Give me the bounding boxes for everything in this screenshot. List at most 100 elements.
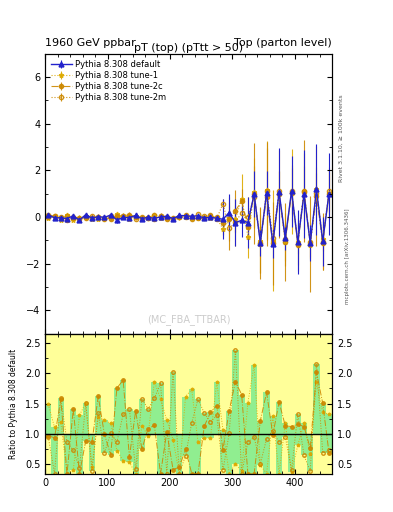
- Bar: [189, 390, 195, 474]
- Text: mcplots.cern.ch [arXiv:1306.3436]: mcplots.cern.ch [arXiv:1306.3436]: [345, 208, 350, 304]
- Legend: Pythia 8.308 default, Pythia 8.308 tune-1, Pythia 8.308 tune-2c, Pythia 8.308 tu: Pythia 8.308 default, Pythia 8.308 tune-…: [50, 58, 168, 103]
- Bar: [208, 334, 213, 474]
- Bar: [132, 334, 139, 474]
- Bar: [170, 372, 176, 470]
- Bar: [83, 402, 89, 441]
- Bar: [176, 434, 182, 474]
- Bar: [89, 334, 95, 474]
- Bar: [114, 334, 120, 474]
- Bar: [276, 334, 282, 474]
- Bar: [213, 334, 220, 474]
- Bar: [201, 334, 208, 474]
- Bar: [139, 334, 145, 474]
- Bar: [226, 334, 232, 474]
- Bar: [220, 334, 226, 474]
- Bar: [301, 423, 307, 456]
- Bar: [108, 423, 114, 455]
- Bar: [288, 334, 295, 474]
- Bar: [257, 334, 263, 474]
- Bar: [70, 409, 76, 471]
- Bar: [70, 334, 76, 474]
- Bar: [139, 399, 145, 449]
- Title: pT (top) (pTtt > 50): pT (top) (pTtt > 50): [134, 43, 243, 53]
- Bar: [326, 334, 332, 474]
- Bar: [45, 334, 51, 474]
- Bar: [239, 395, 245, 474]
- Bar: [145, 409, 151, 436]
- Bar: [263, 334, 270, 474]
- Bar: [320, 403, 326, 453]
- Bar: [276, 402, 282, 474]
- Text: (MC_FBA_TTBAR): (MC_FBA_TTBAR): [147, 314, 230, 325]
- Bar: [307, 434, 313, 471]
- Bar: [263, 392, 270, 474]
- Bar: [120, 380, 126, 461]
- Text: Top (parton level): Top (parton level): [234, 38, 332, 48]
- Bar: [232, 350, 239, 464]
- Bar: [132, 411, 139, 474]
- Bar: [232, 334, 239, 474]
- Bar: [164, 420, 170, 474]
- Bar: [170, 334, 176, 474]
- Bar: [76, 334, 83, 474]
- Bar: [114, 388, 120, 451]
- Bar: [282, 423, 288, 437]
- Text: Rivet 3.1.10, ≥ 100k events: Rivet 3.1.10, ≥ 100k events: [339, 94, 344, 182]
- Bar: [307, 334, 313, 474]
- Bar: [51, 428, 58, 474]
- Bar: [295, 334, 301, 474]
- Bar: [64, 434, 70, 474]
- Bar: [320, 334, 326, 474]
- Bar: [270, 334, 276, 474]
- Bar: [251, 365, 257, 474]
- Bar: [158, 383, 164, 474]
- Bar: [76, 415, 83, 474]
- Bar: [176, 334, 182, 474]
- Bar: [313, 334, 320, 474]
- Bar: [95, 334, 101, 474]
- Bar: [189, 334, 195, 474]
- Bar: [295, 414, 301, 445]
- Bar: [182, 334, 189, 474]
- Bar: [201, 413, 208, 438]
- Bar: [270, 416, 276, 435]
- Bar: [313, 364, 320, 434]
- Bar: [126, 334, 132, 474]
- Bar: [51, 334, 58, 474]
- Bar: [226, 411, 232, 474]
- Bar: [101, 420, 108, 453]
- Bar: [158, 334, 164, 474]
- Bar: [288, 426, 295, 472]
- Bar: [58, 398, 64, 434]
- Bar: [120, 334, 126, 474]
- Bar: [195, 334, 201, 474]
- Bar: [245, 403, 251, 474]
- Text: 1960 GeV ppbar: 1960 GeV ppbar: [45, 38, 136, 48]
- Bar: [164, 334, 170, 474]
- Bar: [101, 334, 108, 474]
- Bar: [83, 334, 89, 474]
- Bar: [89, 434, 95, 471]
- Bar: [95, 396, 101, 434]
- Bar: [151, 334, 158, 474]
- Bar: [257, 420, 263, 465]
- Bar: [182, 397, 189, 456]
- Bar: [326, 414, 332, 453]
- Bar: [145, 334, 151, 474]
- Bar: [251, 334, 257, 474]
- Bar: [108, 334, 114, 474]
- Bar: [301, 334, 307, 474]
- Bar: [282, 334, 288, 474]
- Bar: [151, 381, 158, 434]
- Bar: [195, 399, 201, 474]
- Bar: [213, 382, 220, 434]
- Bar: [245, 334, 251, 474]
- Bar: [239, 334, 245, 474]
- Bar: [58, 334, 64, 474]
- Bar: [64, 334, 70, 474]
- Bar: [220, 430, 226, 471]
- Bar: [45, 404, 51, 437]
- Bar: [126, 409, 132, 462]
- Y-axis label: Ratio to Pythia 8.308 default: Ratio to Pythia 8.308 default: [9, 349, 18, 459]
- Bar: [208, 413, 213, 438]
